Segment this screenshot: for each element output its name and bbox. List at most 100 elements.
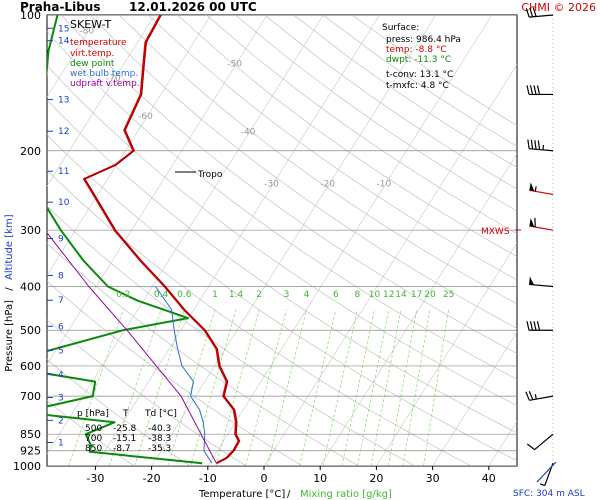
temperature-tick-label: -30 [86,472,104,485]
temperature-tick-label: 20 [369,472,383,485]
mixing-ratio-line [402,309,431,466]
legend-item-temperature: temperature [70,38,127,48]
y-axis-title: Pressure [hPa] / Altitude [km] [4,214,15,371]
mixing-ratio-label: 8 [354,290,360,300]
dry-adiabat-line [235,15,517,212]
isotherm-line [207,15,493,466]
surface-tconv: t-conv: 13.1 °C [386,70,453,80]
temperature-tick-label: -20 [143,472,161,485]
isotherm-label: -60 [138,112,153,122]
ylabel-pressure: Pressure [hPa] [4,300,15,372]
dry-adiabat-line [206,15,517,234]
altitude-tick-label: 15 [58,24,69,34]
mixing-ratio-line [245,309,287,466]
mixing-ratio-line [370,309,402,466]
table-cell-t: -15.1 [113,434,136,444]
copyright-label: CHMI © 2026 [521,1,596,14]
dry-adiabat-line [148,15,517,281]
tropopause-label: Tropo [197,170,223,180]
isotherm-label: -50 [227,59,242,69]
mixing-ratio-label: 2 [256,290,262,300]
isotherm-label: -70 [106,74,121,84]
mixing-ratio-label: 4 [304,290,310,300]
dry-adiabat-line [118,15,517,305]
isotherm-label: -40 [241,127,256,137]
pressure-tick-label: 200 [20,145,41,158]
dry-adiabat-line [47,65,517,407]
mixing-ratio-label: 14 [395,290,407,300]
wind-barb [525,390,554,401]
pressure-tick-label: 600 [20,360,41,373]
mixing-ratio-label: 17 [411,290,422,300]
altitude-tick-label: 9 [58,234,64,244]
table-header-t: T [122,409,129,419]
table-cell-p: 850 [85,444,102,454]
isotherm-line [263,63,517,466]
mixing-ratio-label: 0.4 [154,290,169,300]
pressure-tick-label: 400 [20,281,41,294]
mixing-ratio-line [267,309,307,466]
isotherm-line [319,153,517,466]
mixing-ratio-label: 20 [424,290,436,300]
surface-title: Surface: [382,23,419,33]
series-line-udpraft-v-temp [47,231,217,464]
pressure-tick-label: 700 [20,390,41,403]
legend-item-virt-temp: virt.temp. [70,49,114,59]
pressure-tick-label: 500 [20,324,41,337]
mixing-ratio-label: 1 [212,290,218,300]
mixing-ratio-line [215,309,260,466]
isotherm-line [47,15,99,98]
sfc-height-label: SFC: 304 m ASL [513,489,585,499]
dry-adiabat-line [47,31,517,380]
mixing-ratio-label: 6 [333,290,339,300]
pressure-tick-label: 300 [20,224,41,237]
table-cell-t: -8.7 [113,444,131,454]
wind-barb [525,7,554,18]
surface-temp: temp: -8.8 °C [386,45,447,55]
mixing-ratio-line [387,309,418,466]
level-table: p [hPa] T Td [°C] 500 -25.8 -40.3 700 -1… [77,409,177,454]
temperature-tick-label: 10 [313,472,327,485]
table-cell-t: -25.8 [113,424,137,434]
table-cell-td: -38.3 [148,434,171,444]
series-line-dew-point [47,15,203,465]
wind-barb [526,321,553,331]
altitude-tick-label: 13 [58,96,69,106]
mixing-ratio-label: 12 [383,290,394,300]
altitude-tick-label: 8 [58,271,64,281]
mixing-ratio-line [108,309,162,466]
mixing-ratio-label: 0.6 [177,290,192,300]
isotherm-line [47,15,155,187]
table-cell-p: 700 [85,434,102,444]
mxws-label: MXWS [481,227,510,237]
ylabel-separator: / [4,287,15,291]
isotherm-line [151,15,436,466]
table-row: 850 -8.7 -35.3 [85,444,171,454]
ylabel-altitude: Altitude [km] [4,214,15,280]
temperature-tick-label: 40 [482,472,496,485]
altitude-tick-label: 3 [58,394,64,404]
surface-dwpt: dwpt: -11.3 °C [386,55,451,65]
altitude-tick-label: 11 [58,167,69,177]
table-header-p: p [hPa] [77,409,109,419]
table-header-td: Td [°C] [144,409,177,419]
table-row: 700 -15.1 -38.3 [85,434,171,444]
dry-adiabat-line [89,15,517,329]
altitude-tick-label: 6 [58,322,64,332]
mixing-ratio-line [190,309,237,466]
mixing-ratio-label: 0.2 [116,290,130,300]
mixing-ratio-line [322,309,358,466]
legend-title: SKEW-T [70,18,112,31]
isotherm-line [376,242,517,466]
dry-adiabat-line [60,15,517,354]
pressure-tick-label: 100 [20,9,41,22]
wind-barb [526,85,553,96]
series-line-wet-bulb-temp [155,286,213,464]
xlabel-separator: / [287,489,291,500]
table-cell-td: -35.3 [148,444,171,454]
temperature-tick-label: -10 [199,472,217,485]
profile-series [47,15,241,465]
chart-labels: -80 -70 -60 -50 -40 -30 -20 -10 0.2 0.4 0.6 1 1.4 2 3 4… [79,27,454,300]
table-row: 500 -25.8 -40.3 [85,424,171,434]
